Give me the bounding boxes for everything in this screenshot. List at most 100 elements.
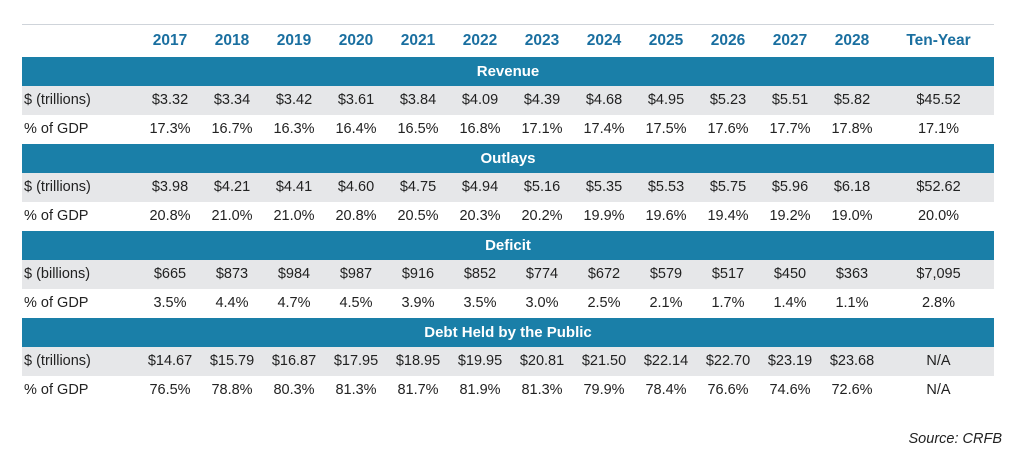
table-cell: $3.84 <box>387 85 449 115</box>
table-row: $ (billions) $665 $873 $984 $987 $916 $852 $774… <box>22 259 994 289</box>
table-cell: $852 <box>449 259 511 289</box>
table-cell: N/A <box>883 346 994 376</box>
table-cell: 20.0% <box>917 208 960 224</box>
table-cell: $3.98 <box>139 172 201 202</box>
table-row: $ (trillions) $3.32 $3.34 $3.42 $3.61 $3.84 $4… <box>22 85 994 115</box>
table-cell: 19.4% <box>707 208 749 224</box>
table-cell: $579 <box>635 259 697 289</box>
table-cell: 20.2% <box>521 208 563 224</box>
table-cell: $52.62 <box>883 172 994 202</box>
table-row: % of GDP 3.5% 4.4% 4.7% 4.5% 3.9% 3.5% 3.0% 2.5%… <box>22 289 994 318</box>
table-cell: $5.16 <box>511 172 573 202</box>
table-cell: 16.7% <box>211 121 253 137</box>
table-cell: $45.52 <box>883 85 994 115</box>
table-cell: $4.21 <box>201 172 263 202</box>
header-row: 2017 2018 2019 2020 2021 2022 2023 2024 … <box>22 24 994 57</box>
table-cell: 4.4% <box>215 295 249 311</box>
table-cell: 81.7% <box>397 382 439 398</box>
table-cell: 80.3% <box>273 382 315 398</box>
table-cell: 79.9% <box>583 382 625 398</box>
table-cell: $22.14 <box>635 346 697 376</box>
table-cell: 17.5% <box>645 121 687 137</box>
source-note: Source: CRFB <box>908 431 1002 447</box>
table-cell: $5.23 <box>697 85 759 115</box>
table-cell: $14.67 <box>139 346 201 376</box>
table-cell: $5.82 <box>821 85 883 115</box>
table-cell: 19.6% <box>645 208 687 224</box>
table-row: % of GDP 17.3% 16.7% 16.3% 16.4% 16.5% 16.8% 17… <box>22 115 994 144</box>
table-cell: $5.35 <box>573 172 635 202</box>
table-cell: 4.7% <box>277 295 311 311</box>
row-label: % of GDP <box>24 121 89 137</box>
table-cell: $22.70 <box>697 346 759 376</box>
table-cell: 21.0% <box>211 208 253 224</box>
section-header-row: Deficit <box>22 230 994 260</box>
table-cell: $672 <box>573 259 635 289</box>
column-header: 2026 <box>697 24 759 57</box>
table-cell: $4.09 <box>449 85 511 115</box>
table-row: % of GDP 20.8% 21.0% 21.0% 20.8% 20.5% 20.3% 20… <box>22 202 994 231</box>
table-cell: $6.18 <box>821 172 883 202</box>
table-cell: 19.9% <box>583 208 625 224</box>
table-cell: 20.3% <box>459 208 501 224</box>
table-cell: 21.0% <box>273 208 315 224</box>
section-title: Debt Held by the Public <box>22 317 994 347</box>
row-label: % of GDP <box>24 295 89 311</box>
table-cell: 3.0% <box>525 295 559 311</box>
table-cell: $15.79 <box>201 346 263 376</box>
table-body: Revenue $ (trillions) $3.32 $3.34 $3.42 $3.61… <box>22 56 994 405</box>
table-cell: 20.5% <box>397 208 439 224</box>
table-cell: $3.34 <box>201 85 263 115</box>
table-cell: 74.6% <box>769 382 811 398</box>
table-cell: $20.81 <box>511 346 573 376</box>
table-cell: 16.5% <box>397 121 439 137</box>
table-cell: 16.3% <box>273 121 315 137</box>
table-cell: N/A <box>926 382 951 398</box>
column-header: 2025 <box>635 24 697 57</box>
table-cell: $4.41 <box>263 172 325 202</box>
table-cell: $23.19 <box>759 346 821 376</box>
table-cell: 1.4% <box>773 295 807 311</box>
table-cell: $3.32 <box>139 85 201 115</box>
budget-table-container: 2017 2018 2019 2020 2021 2022 2023 2024 … <box>22 24 994 405</box>
section-title: Outlays <box>22 143 994 173</box>
budget-table: 2017 2018 2019 2020 2021 2022 2023 2024 … <box>22 24 994 405</box>
table-cell: 2.8% <box>921 295 956 311</box>
table-cell: 19.0% <box>831 208 873 224</box>
table-cell: $984 <box>263 259 325 289</box>
table-cell: $21.50 <box>573 346 635 376</box>
table-cell: $19.95 <box>449 346 511 376</box>
table-cell: $4.39 <box>511 85 573 115</box>
table-cell: 17.6% <box>707 121 749 137</box>
table-cell: $363 <box>821 259 883 289</box>
table-cell: 1.7% <box>711 295 745 311</box>
table-cell: 20.8% <box>335 208 377 224</box>
column-header: 2020 <box>325 24 387 57</box>
table-cell: 16.4% <box>335 121 377 137</box>
table-cell: 17.8% <box>831 121 873 137</box>
row-label: $ (billions) <box>22 259 139 289</box>
table-cell: $4.75 <box>387 172 449 202</box>
table-cell: $7,095 <box>883 259 994 289</box>
table-cell: 17.4% <box>583 121 625 137</box>
table-cell: 76.5% <box>149 382 191 398</box>
table-cell: 17.3% <box>149 121 191 137</box>
table-cell: 2.1% <box>649 295 683 311</box>
table-cell: 76.6% <box>707 382 749 398</box>
column-header: 2024 <box>573 24 635 57</box>
table-cell: 2.5% <box>587 295 621 311</box>
table-cell: 81.3% <box>521 382 563 398</box>
table-cell: 3.5% <box>463 295 497 311</box>
table-cell: $4.95 <box>635 85 697 115</box>
table-cell: 4.5% <box>339 295 373 311</box>
column-header: Ten-Year <box>883 24 994 57</box>
table-cell: 20.8% <box>149 208 191 224</box>
table-cell: $5.51 <box>759 85 821 115</box>
table-cell: $450 <box>759 259 821 289</box>
table-cell: $23.68 <box>821 346 883 376</box>
table-row: $ (trillions) $14.67 $15.79 $16.87 $17.95 $18… <box>22 346 994 376</box>
table-cell: $5.53 <box>635 172 697 202</box>
table-cell: 3.9% <box>401 295 435 311</box>
row-label: % of GDP <box>24 382 89 398</box>
table-cell: 3.5% <box>153 295 187 311</box>
